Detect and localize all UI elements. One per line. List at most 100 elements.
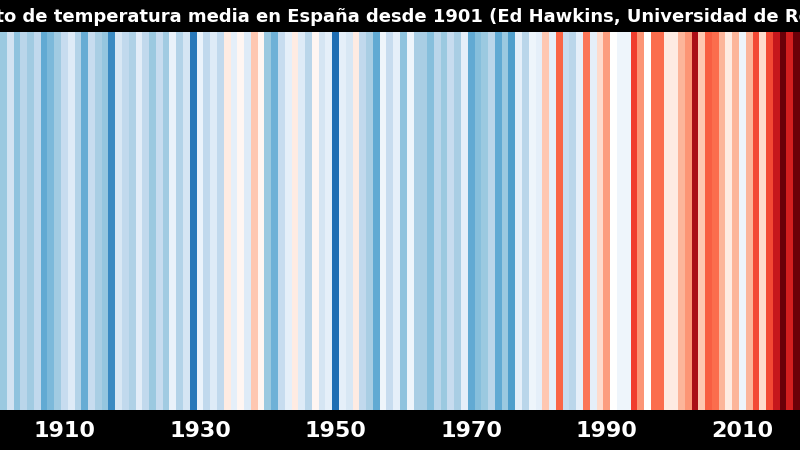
Bar [644,32,651,410]
Bar [685,32,691,410]
Bar [522,32,529,410]
Bar [780,32,786,410]
Bar [766,32,773,410]
Bar [542,32,549,410]
Bar [162,32,170,410]
Bar [210,32,217,410]
Bar [380,32,386,410]
Bar [54,32,61,410]
Bar [359,32,366,410]
Bar [638,32,644,410]
Bar [68,32,74,410]
Bar [678,32,685,410]
Bar [203,32,210,410]
Bar [285,32,291,410]
Bar [291,32,298,410]
Bar [753,32,759,410]
Bar [482,32,488,410]
Bar [244,32,251,410]
Bar [102,32,109,410]
Bar [509,32,515,410]
Bar [583,32,590,410]
Bar [726,32,732,410]
Bar [732,32,739,410]
Bar [386,32,394,410]
Bar [454,32,461,410]
Bar [624,32,630,410]
Bar [305,32,312,410]
Bar [135,32,142,410]
Bar [590,32,597,410]
Bar [420,32,427,410]
Bar [705,32,712,410]
Bar [14,32,20,410]
Bar [373,32,380,410]
Bar [665,32,671,410]
Bar [271,32,278,410]
Bar [183,32,190,410]
Bar [441,32,447,410]
Bar [366,32,373,410]
Bar [238,32,244,410]
Bar [617,32,624,410]
Bar [251,32,258,410]
Bar [82,32,88,410]
Bar [495,32,502,410]
Bar [515,32,522,410]
Bar [671,32,678,410]
Bar [406,32,414,410]
Bar [95,32,102,410]
Bar [197,32,203,410]
Bar [170,32,176,410]
Bar [610,32,617,410]
Bar [27,32,34,410]
Bar [794,32,800,410]
Bar [759,32,766,410]
Bar [88,32,95,410]
Bar [298,32,305,410]
Bar [149,32,156,410]
Bar [786,32,794,410]
Bar [502,32,509,410]
Bar [468,32,474,410]
Bar [570,32,576,410]
Bar [109,32,115,410]
Bar [434,32,441,410]
Bar [47,32,54,410]
Bar [718,32,726,410]
Bar [773,32,780,410]
Bar [630,32,638,410]
Bar [549,32,556,410]
Bar [278,32,285,410]
Bar [20,32,27,410]
Bar [394,32,400,410]
Bar [142,32,149,410]
Bar [156,32,162,410]
Bar [400,32,406,410]
Bar [603,32,610,410]
Bar [353,32,359,410]
Bar [712,32,718,410]
Bar [746,32,753,410]
Bar [318,32,326,410]
Bar [651,32,658,410]
Bar [122,32,129,410]
Bar [224,32,230,410]
Bar [597,32,603,410]
Bar [488,32,495,410]
Bar [474,32,482,410]
Bar [447,32,454,410]
Bar [576,32,583,410]
Bar [0,32,6,410]
Bar [115,32,122,410]
Bar [698,32,705,410]
Bar [230,32,238,410]
Bar [529,32,535,410]
Bar [556,32,562,410]
Bar [562,32,570,410]
Bar [427,32,434,410]
Bar [217,32,224,410]
Bar [414,32,420,410]
Bar [691,32,698,410]
Bar [739,32,746,410]
